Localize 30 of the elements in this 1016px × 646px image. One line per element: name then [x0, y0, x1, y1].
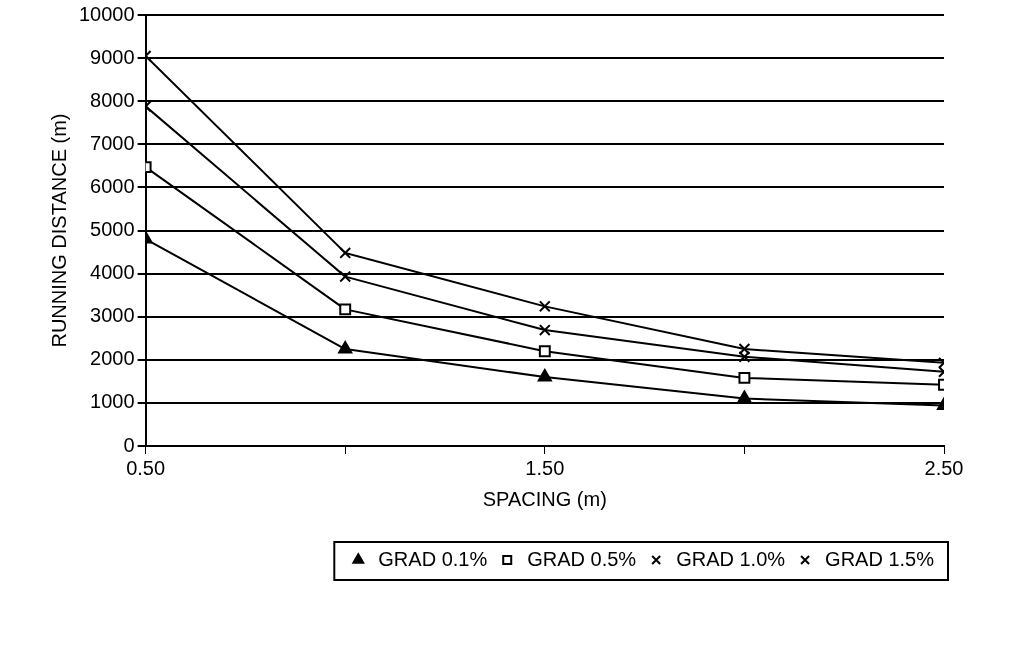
point — [339, 303, 352, 316]
point — [338, 341, 353, 354]
legend-label: GRAD 1.5% — [825, 547, 935, 570]
y-tick-label: 6000 — [90, 174, 135, 197]
x-axis-title: SPACING (m) — [482, 487, 607, 510]
point — [538, 324, 551, 337]
point — [538, 345, 551, 358]
point — [737, 390, 752, 404]
y-tick-label: 0 — [123, 433, 135, 456]
y-tick-label: 4000 — [90, 261, 135, 284]
x-tick-label: 0.50 — [126, 456, 166, 479]
y-tick-label: 10000 — [78, 2, 135, 25]
y-tick-label: 2000 — [90, 347, 135, 370]
y-tick-label: 8000 — [90, 88, 135, 111]
y-axis-title: RUNNING DISTANCE (m) — [47, 113, 70, 348]
point — [738, 371, 751, 384]
legend-label: GRAD 0.5% — [527, 547, 637, 570]
x-tick-label: 1.50 — [525, 456, 565, 479]
legend-label: GRAD 1.0% — [676, 547, 786, 570]
legend-label: GRAD 0.1% — [378, 547, 488, 570]
point — [538, 300, 551, 313]
point — [339, 270, 352, 283]
y-tick-label: 1000 — [90, 390, 135, 413]
y-tick-label: 9000 — [90, 45, 135, 68]
y-tick-label: 5000 — [90, 218, 135, 241]
x-tick-label: 2.50 — [924, 456, 964, 479]
y-tick-label: 7000 — [90, 131, 135, 154]
point — [339, 246, 352, 259]
point — [537, 369, 552, 382]
y-tick-label: 3000 — [90, 304, 135, 327]
